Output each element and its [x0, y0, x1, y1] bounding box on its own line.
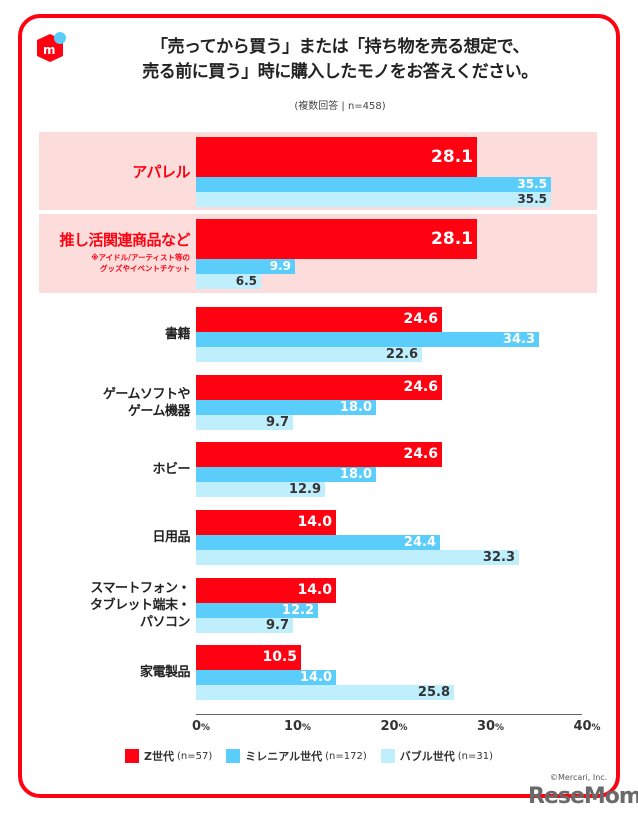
bar-millennial [196, 670, 336, 685]
bar-value-label: 14.0 [297, 514, 332, 530]
bar-z [196, 442, 442, 467]
category-label-line: ゲーム機器 [127, 403, 191, 419]
x-tick-label: 10% [283, 719, 312, 734]
category-label-line: 家電製品 [139, 665, 191, 680]
bar-value-label: 18.0 [339, 400, 372, 415]
category-label: 書籍 [164, 326, 191, 343]
category-label: ホビー [152, 461, 190, 478]
bar-value-label: 24.6 [403, 311, 438, 327]
bar-value-label: 34.3 [502, 332, 535, 347]
bar-value-label: 32.3 [482, 550, 515, 565]
bar-millennial [196, 259, 295, 274]
bar-millennial [196, 400, 376, 415]
bar-value-label: 14.0 [297, 582, 332, 598]
resemom-watermark: ReseMom [528, 784, 638, 809]
bar-value-label: 24.4 [403, 535, 436, 550]
bar-value-label: 12.9 [288, 482, 321, 497]
x-axis-line [196, 714, 582, 715]
legend-label-z: Z世代 [144, 750, 174, 763]
copyright-credit: ©Mercari, Inc. [550, 773, 608, 782]
x-tick-label: 0% [191, 719, 211, 734]
category-label: スマートフォン・ タブレット端末・パソコン [89, 580, 191, 631]
bar-bubble [196, 415, 293, 430]
bar-millennial [196, 535, 440, 550]
legend-item-bubble: バブル世代 (n=31) [380, 748, 493, 764]
category-label-line: タブレット端末・ [89, 598, 191, 613]
bar-z [196, 375, 442, 400]
category-label-line: 日用品 [152, 530, 190, 545]
legend-label-millennial: ミレニアル世代 [245, 750, 323, 763]
bar-value-label: 10.5 [262, 649, 297, 665]
bar-value-label: 9.7 [265, 415, 289, 430]
category-label: アパレル [132, 163, 190, 182]
bar-value-label: 14.0 [299, 670, 332, 685]
legend-label-bubble: バブル世代 [399, 750, 455, 763]
svg-text:m: m [43, 43, 56, 57]
chart-subtitle: (複数回答 | n=458) [294, 101, 386, 112]
bar-z [196, 219, 477, 259]
bar-value-label: 28.1 [431, 229, 473, 249]
category-label-line: 書籍 [164, 327, 191, 342]
bar-bubble [196, 550, 519, 565]
category-label: 日用品 [152, 529, 190, 546]
mercari-logo-icon: m [37, 32, 66, 62]
bar-bubble [196, 482, 325, 497]
legend-n-millennial: (n=172) [325, 750, 367, 762]
legend: Z世代 (n=57) ミレニアル世代 (n=172) バブル世代 (n=31) [125, 748, 507, 764]
bar-value-label: 9.7 [265, 618, 289, 633]
bar-z [196, 137, 477, 177]
legend-item-millennial: ミレニアル世代 (n=172) [226, 748, 367, 764]
category-label: 推し活関連商品など [59, 231, 190, 250]
x-tick-label: 40% [573, 719, 601, 734]
bar-value-label: 9.9 [269, 259, 291, 273]
bar-value-label: 18.0 [339, 467, 372, 482]
category-note: ※アイドル/アーティスト等のグッズやイベントチケット [91, 252, 190, 274]
category-label-line: ホビー [152, 462, 190, 477]
bar-value-label: 6.5 [235, 274, 257, 288]
bar-bubble [196, 618, 293, 633]
bar-bubble [196, 347, 422, 362]
legend-swatch-z [125, 749, 139, 763]
category-label-line: アパレル [132, 162, 190, 181]
bar-z [196, 510, 336, 535]
bar-millennial [196, 467, 376, 482]
bar-millennial [196, 603, 318, 618]
bar-bubble [196, 274, 261, 289]
x-tick-label: 20% [380, 719, 408, 734]
category-label: ゲームソフトや ゲーム機器 [102, 386, 191, 420]
bar-bubble [196, 192, 551, 207]
bar-z [196, 578, 336, 603]
title-line-2: 売る前に買う」時に購入したモノをお答えください。 [142, 62, 538, 82]
bar-z [196, 307, 442, 332]
bar-millennial [196, 177, 551, 192]
category-label-line: パソコン [139, 615, 191, 630]
legend-item-z: Z世代 (n=57) [125, 748, 212, 764]
bar-value-label: 25.8 [417, 685, 450, 700]
category-note-line: ※アイドル/アーティスト等の [91, 253, 190, 262]
bar-value-label: 24.6 [403, 379, 438, 395]
bar-value-label: 35.5 [517, 177, 547, 191]
category-label: 家電製品 [139, 664, 191, 681]
category-label-line: スマートフォン・ [90, 581, 190, 596]
category-label-line: 推し活関連商品など [59, 231, 190, 249]
bar-value-label: 22.6 [385, 347, 418, 362]
legend-swatch-millennial [226, 749, 241, 763]
category-label-line: ゲームソフトや [102, 386, 191, 402]
bar-bubble [196, 685, 454, 700]
legend-swatch-bubble [380, 749, 395, 763]
title-line-1: 「売ってから買う」または「持ち物を売る想定で、 [151, 37, 529, 57]
bar-value-label: 28.1 [431, 147, 473, 167]
chart-title: 「売ってから買う」または「持ち物を売る想定で、 売る前に買う」時に購入したモノを… [60, 35, 620, 85]
bar-z [196, 645, 301, 670]
bar-millennial [196, 332, 539, 347]
bar-value-label: 35.5 [517, 192, 547, 206]
x-tick-label: 30% [476, 719, 505, 734]
category-note-line: グッズやイベントチケット [100, 264, 190, 273]
bar-value-label: 12.2 [281, 603, 314, 618]
bar-value-label: 24.6 [403, 446, 438, 462]
legend-n-z: (n=57) [176, 750, 213, 762]
legend-n-bubble: (n=31) [457, 750, 493, 762]
